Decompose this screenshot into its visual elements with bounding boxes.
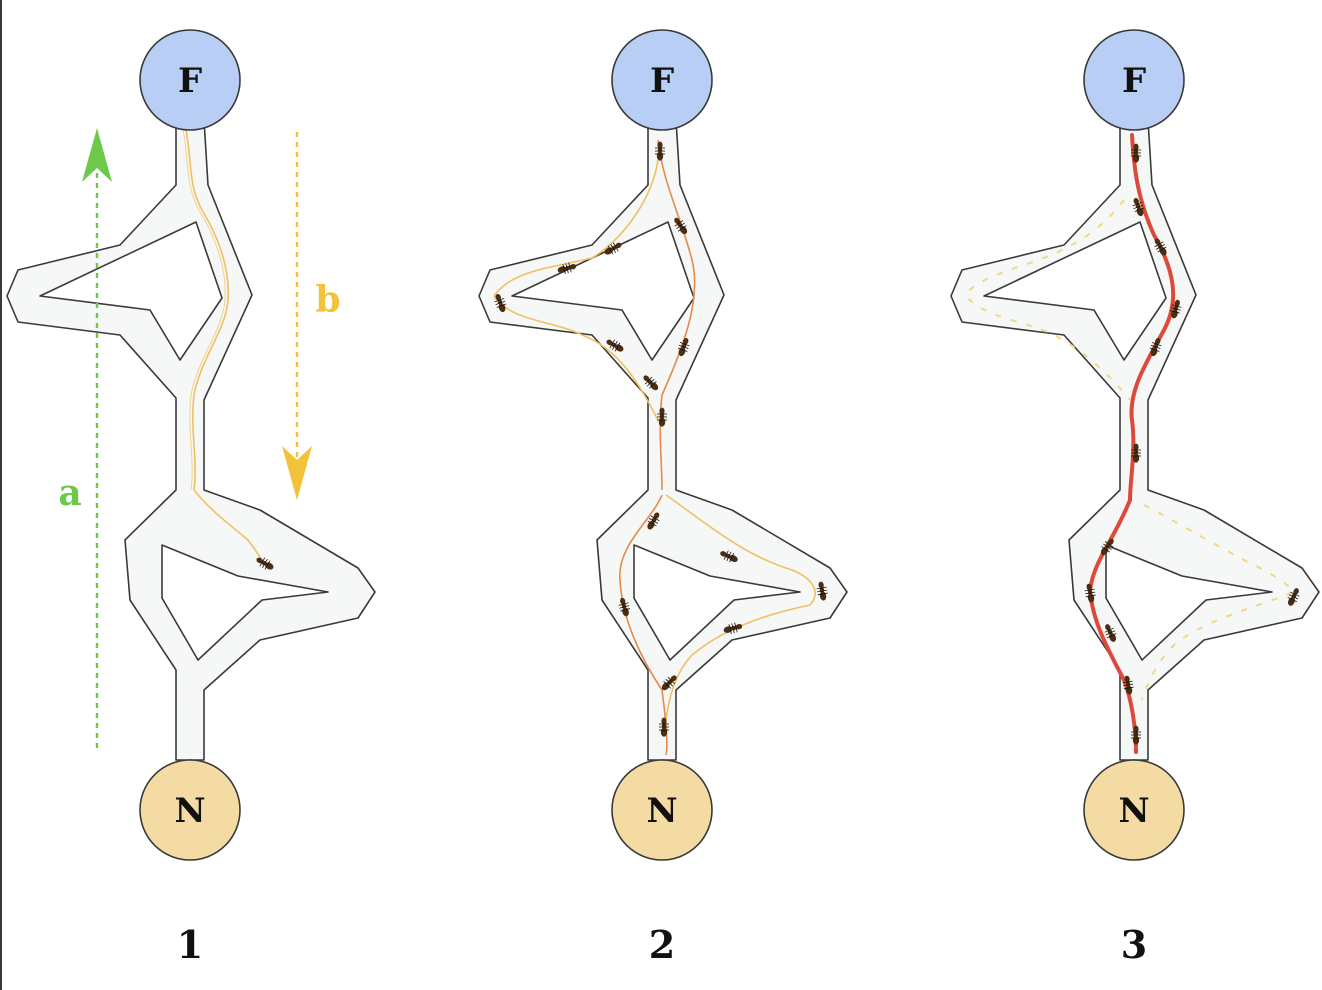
pheromone-trail-weak	[493, 159, 659, 421]
arrow-a-label: a	[58, 472, 81, 514]
pheromone-trail	[185, 129, 265, 565]
food-node	[1083, 29, 1185, 131]
panel-1: F N 1	[6, 29, 376, 967]
pheromone-trail-medium	[657, 139, 696, 491]
panel-number: 1	[177, 922, 203, 967]
evaporated-trail	[964, 199, 1131, 401]
panel-number: 2	[649, 922, 675, 967]
panel-number: 3	[1121, 922, 1147, 967]
frame-edge	[0, 0, 2, 990]
corridor-network	[478, 119, 848, 761]
nest-node-label: N	[1118, 791, 1149, 831]
nest-node-label: N	[174, 791, 205, 831]
arrow-b: b	[282, 132, 341, 500]
arrow-a: a	[58, 128, 112, 748]
food-node-label: F	[178, 61, 202, 101]
panel-2: F N 2	[478, 29, 848, 967]
nest-node-label: N	[646, 791, 677, 831]
nest-node	[139, 759, 241, 861]
arrow-b-head	[282, 446, 312, 500]
arrow-b-label: b	[315, 279, 340, 321]
arrow-a-head	[82, 128, 112, 182]
nest-node	[611, 759, 713, 861]
food-node	[139, 29, 241, 131]
food-node-label: F	[1122, 61, 1146, 101]
nest-node	[1083, 759, 1185, 861]
food-node	[611, 29, 713, 131]
food-node-label: F	[650, 61, 674, 101]
panel-3: F N 3	[950, 29, 1320, 967]
